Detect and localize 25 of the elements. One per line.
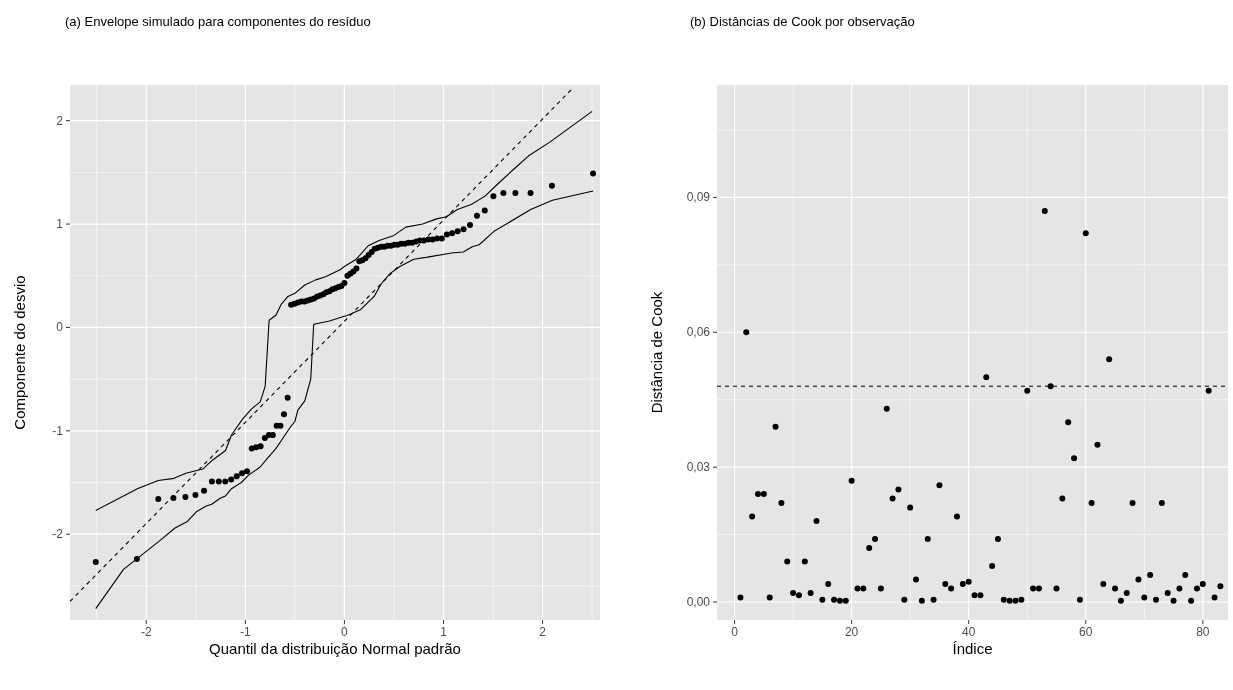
- x-tick-label: 0: [731, 625, 739, 639]
- chart-title: (a) Envelope simulado para componentes do resíduo: [65, 14, 371, 29]
- y-tick-label: 2: [56, 113, 64, 128]
- y-tick-label: 1: [56, 217, 64, 232]
- y-tick-label: -2: [52, 527, 64, 542]
- y-tick-label: -1: [52, 423, 64, 438]
- chart-title: (b) Distâncias de Cook por observação: [690, 14, 915, 29]
- x-tick-label: 60: [1079, 625, 1093, 639]
- y-axis-title: Distância de Cook: [648, 291, 665, 414]
- x-tick-label: 20: [844, 625, 859, 639]
- x-tick-label: -2: [140, 625, 152, 639]
- y-tick-label: 0,09: [686, 190, 711, 205]
- x-axis-title: Quantil da distribuição Normal padrão: [209, 640, 461, 657]
- x-tick-label: 80: [1196, 625, 1210, 639]
- y-tick-label: 0,03: [686, 460, 711, 475]
- x-tick-label: -1: [240, 625, 252, 639]
- y-tick-label: 0,06: [686, 325, 711, 340]
- y-tick-label: 0: [56, 320, 64, 335]
- x-tick-label: 40: [962, 625, 976, 639]
- y-axis-title: Componente do desvio: [11, 275, 28, 430]
- x-tick-label: 0: [341, 625, 349, 639]
- x-tick-label: 1: [440, 625, 448, 639]
- x-axis-title: Índice: [952, 640, 993, 657]
- x-tick-label: 2: [539, 625, 547, 639]
- y-tick-label: 0,00: [686, 595, 711, 610]
